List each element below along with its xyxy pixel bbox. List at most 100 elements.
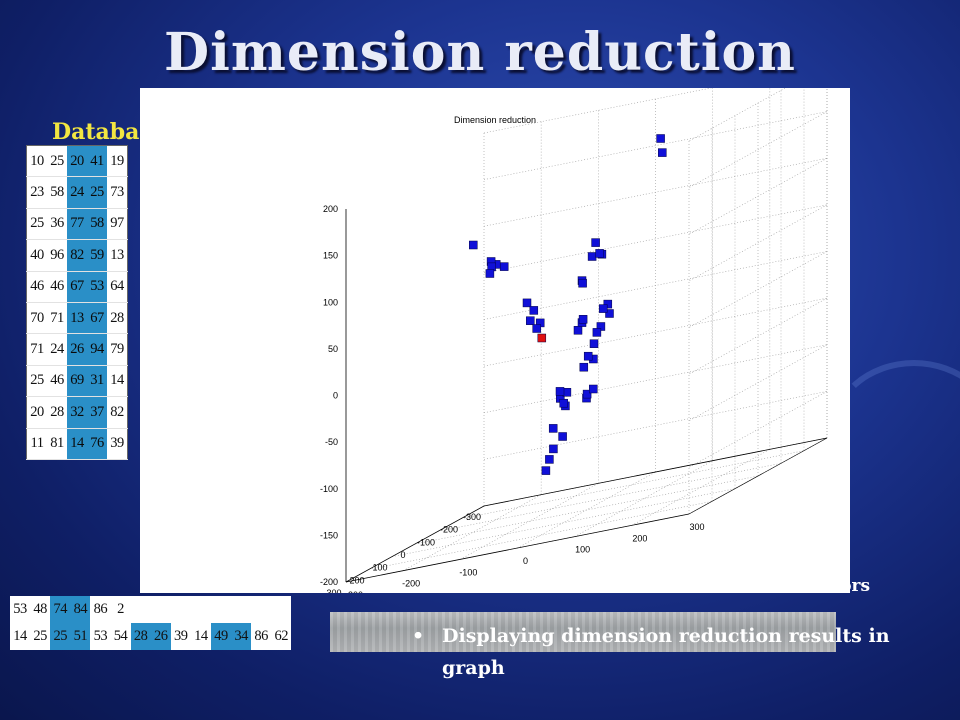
table-row: 14 25 25 51 53 54 28 26 39 14 49 34 86 62 [10, 623, 291, 650]
table-cell: 58 [47, 176, 67, 209]
table-cell: 94 [87, 333, 107, 366]
grid-line [437, 463, 782, 532]
table-cell: 82 [67, 239, 87, 272]
grid-line [688, 297, 828, 375]
table-cell: 81 [47, 428, 67, 460]
scatter-point [582, 389, 592, 399]
y-tick-label: 0 [523, 556, 528, 566]
table-cell: 71 [26, 333, 47, 366]
table-cell: 14 [194, 628, 208, 644]
bullet-text: Displaying dimension reduction results i… [442, 625, 890, 679]
table-cell: 13 [107, 239, 128, 272]
scatter-point [587, 252, 597, 261]
table-row: 20 28 32 37 82 [26, 396, 128, 429]
table-row: 40 96 82 59 13 [26, 239, 128, 272]
table-row: 10 25 20 41 19 [26, 145, 128, 178]
axis-x-line [345, 505, 485, 583]
scatter-point [526, 316, 535, 325]
scatter-point [583, 351, 593, 361]
table-cell: 46 [26, 271, 47, 303]
grid-line [460, 450, 805, 519]
y-tick-label: 200 [632, 533, 647, 543]
table-cell: 77 [67, 208, 87, 241]
scatter-point [522, 298, 532, 308]
table-cell: 26 [67, 333, 87, 366]
table-cell: 39 [174, 628, 188, 644]
table-cell: 34 [231, 623, 252, 650]
table-cell: 59 [87, 239, 107, 272]
table-cell: 41 [87, 145, 107, 178]
table-cell: 67 [67, 271, 87, 303]
y-tick-label: 300 [689, 522, 704, 532]
axis-y-line [345, 513, 690, 583]
table-cell: 64 [107, 271, 128, 303]
table-row: 23 58 24 25 73 [26, 176, 128, 209]
y-tick-label: 100 [575, 545, 590, 555]
scatter-point [559, 398, 568, 408]
table-cell: 49 [210, 623, 232, 650]
scatter-point [658, 148, 667, 157]
table-cell: 19 [107, 145, 128, 178]
table-cell: 28 [107, 302, 128, 335]
scatter-point [598, 304, 608, 313]
table-cell: 48 [33, 601, 47, 617]
grid-line [483, 297, 828, 367]
x-tick-label: 0 [400, 550, 405, 560]
table-cell: 40 [26, 239, 47, 272]
bullet-item: • Displaying dimension reduction results… [412, 620, 932, 684]
table-cell: 32 [67, 396, 87, 429]
grid-line [574, 460, 713, 537]
scatter-point [485, 269, 495, 278]
table-cell: 82 [107, 396, 128, 429]
table-cell: 53 [13, 601, 27, 617]
scatter-point [532, 324, 541, 333]
table-row: 46 46 67 53 64 [26, 271, 128, 303]
table-cell: 76 [87, 428, 107, 460]
table-cell: 25 [33, 628, 47, 644]
x-tick-label: 100 [372, 563, 387, 573]
table-cell: 39 [107, 428, 128, 460]
table-cell: 53 [93, 628, 108, 644]
table-cell: 46 [47, 271, 67, 303]
scatter-point [579, 362, 589, 372]
table-cell: 84 [70, 596, 91, 623]
table-cell: 70 [26, 302, 47, 335]
z-tick-label: -50 [325, 437, 338, 447]
table-cell: 31 [87, 365, 107, 398]
database-table: 10 25 20 41 19 23 58 24 25 73 25 36 77 58 97 40 96 82 59 13… [26, 145, 128, 460]
scatter-point [656, 134, 665, 143]
table-row: 70 71 13 67 28 [26, 302, 128, 335]
table-row: 25 36 77 58 97 [26, 208, 128, 241]
table-cell: 54 [113, 628, 128, 644]
table-cell: 2 [117, 601, 124, 617]
slide-title: Dimension reduction [164, 22, 796, 83]
table-row: 71 24 26 94 79 [26, 333, 128, 366]
grid-line [483, 204, 828, 274]
grid-line [460, 483, 599, 560]
query-vector-table: 53 48 74 84 86 2 14 25 25 51 53 54 28 26 39 14 49 34 86 62 [10, 596, 292, 650]
table-cell: 36 [47, 208, 67, 241]
table-cell: 79 [107, 333, 128, 366]
scatter-point [595, 249, 604, 258]
table-cell: 20 [67, 145, 87, 178]
x-tick-label: 300 [326, 588, 341, 593]
grid-line [483, 391, 828, 460]
grid-line [368, 501, 713, 570]
x-tick-label: 200 [349, 575, 364, 585]
table-cell: 71 [47, 302, 67, 335]
plot-3d-scatter: 200150100500-50-100-150-2003002001000-10… [320, 88, 828, 593]
decorative-swoosh [828, 360, 960, 512]
z-tick-label: 50 [328, 344, 338, 354]
z-tick-label: -100 [320, 484, 338, 494]
scatter-point [541, 466, 551, 475]
z-tick-label: 150 [323, 251, 338, 261]
grid-line [688, 111, 828, 188]
y-tick-label: -100 [459, 567, 477, 577]
scatter-point [558, 432, 567, 441]
z-tick-label: -150 [320, 530, 338, 540]
x-tick-label: -300 [463, 512, 481, 522]
table-cell: 46 [47, 365, 67, 398]
table-cell: 86 [93, 601, 108, 617]
table-cell: 14 [107, 365, 128, 398]
table-cell: 67 [87, 302, 107, 335]
